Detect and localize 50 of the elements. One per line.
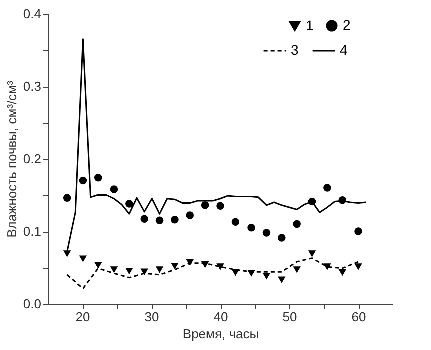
point	[110, 266, 118, 274]
y-tick-label: 0.1	[23, 224, 42, 239]
point	[216, 264, 224, 270]
y-tick-label: 0.0	[23, 296, 42, 312]
point	[293, 266, 301, 274]
point	[278, 276, 286, 284]
x-tick-label: 40	[214, 310, 228, 324]
point	[156, 266, 164, 274]
point	[248, 224, 256, 232]
point	[324, 264, 332, 270]
point	[140, 268, 148, 276]
x-tick-label: 30	[144, 310, 160, 324]
y-tick-label: 0.2	[23, 152, 42, 166]
point	[262, 273, 271, 280]
point	[63, 194, 72, 202]
legend-label: 2	[343, 17, 351, 33]
y-axis-title: Влажность почвы, см³/см³	[4, 80, 20, 238]
point	[63, 250, 72, 258]
point	[79, 256, 88, 262]
x-tick-label: 50	[282, 310, 298, 324]
point	[171, 262, 179, 270]
point	[156, 216, 164, 224]
point	[186, 212, 194, 220]
x-tick-label: 20	[76, 310, 90, 324]
x-tick-label: 60	[352, 310, 366, 324]
legend-label: 1	[306, 17, 314, 34]
point	[110, 186, 118, 194]
point	[126, 268, 134, 275]
point	[126, 200, 134, 208]
point	[293, 220, 301, 228]
point	[278, 234, 286, 242]
point	[140, 215, 148, 224]
point	[216, 202, 224, 210]
point	[201, 202, 210, 210]
legend-label: 4	[340, 42, 348, 58]
point	[94, 262, 102, 269]
x-axis-title: Время, часы	[182, 326, 260, 342]
point	[94, 174, 102, 182]
point	[308, 250, 316, 258]
point	[171, 216, 179, 224]
point	[262, 229, 271, 237]
legend-label: 3	[291, 42, 299, 58]
point	[338, 269, 347, 276]
point	[232, 218, 240, 226]
y-tick-label: 0.4	[23, 6, 42, 22]
point	[324, 184, 332, 192]
point	[354, 228, 362, 236]
point	[354, 264, 362, 270]
y-tick-label: 0.3	[23, 79, 42, 94]
point	[79, 176, 88, 185]
